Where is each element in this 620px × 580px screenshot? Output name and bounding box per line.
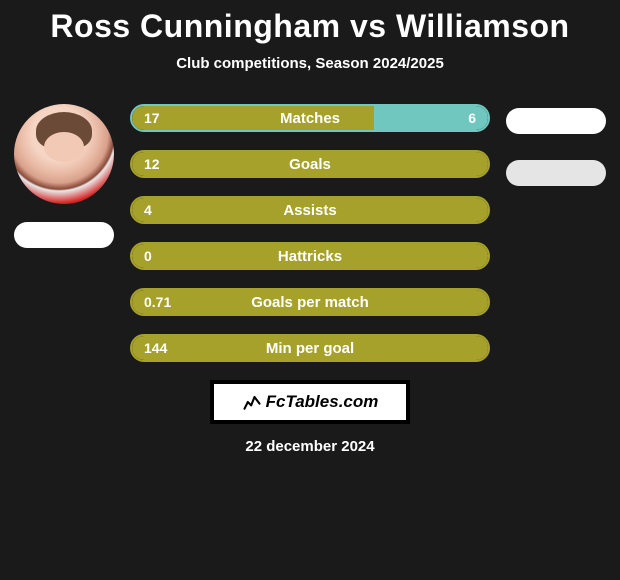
- page-title: Ross Cunningham vs Williamson: [50, 8, 569, 45]
- stat-bar: 0.71Goals per match: [130, 288, 490, 316]
- chart-icon: [242, 392, 262, 412]
- player-left-name-pill: [14, 222, 114, 248]
- stat-label: Matches: [132, 106, 488, 130]
- date-text: 22 december 2024: [245, 438, 374, 455]
- fctables-logo-box: FcTables.com: [210, 380, 410, 424]
- stat-bar: 12Goals: [130, 150, 490, 178]
- player-right-name-pill-2: [506, 160, 606, 186]
- comparison-card: Ross Cunningham vs Williamson Club compe…: [0, 0, 620, 455]
- stats-bars: 17Matches6 12Goals 4Assists 0Hattricks 0.71G…: [130, 104, 490, 362]
- stat-bar: 0Hattricks: [130, 242, 490, 270]
- page-subtitle: Club competitions, Season 2024/2025: [176, 55, 444, 72]
- stat-bar: 144Min per goal: [130, 334, 490, 362]
- player-left-avatar: [14, 104, 114, 204]
- stat-bar: 17Matches6: [130, 104, 490, 132]
- stat-label: Goals: [132, 152, 488, 176]
- stat-label: Goals per match: [132, 290, 488, 314]
- stat-right-value: 6: [468, 106, 476, 130]
- content-row: 17Matches6 12Goals 4Assists 0Hattricks 0.71G…: [0, 104, 620, 362]
- stat-label: Assists: [132, 198, 488, 222]
- player-left-column: [4, 104, 124, 248]
- stat-bar: 4Assists: [130, 196, 490, 224]
- fctables-logo-text: FcTables.com: [266, 392, 379, 412]
- player-right-column: [496, 104, 616, 186]
- player-right-name-pill-1: [506, 108, 606, 134]
- stat-label: Hattricks: [132, 244, 488, 268]
- stat-label: Min per goal: [132, 336, 488, 360]
